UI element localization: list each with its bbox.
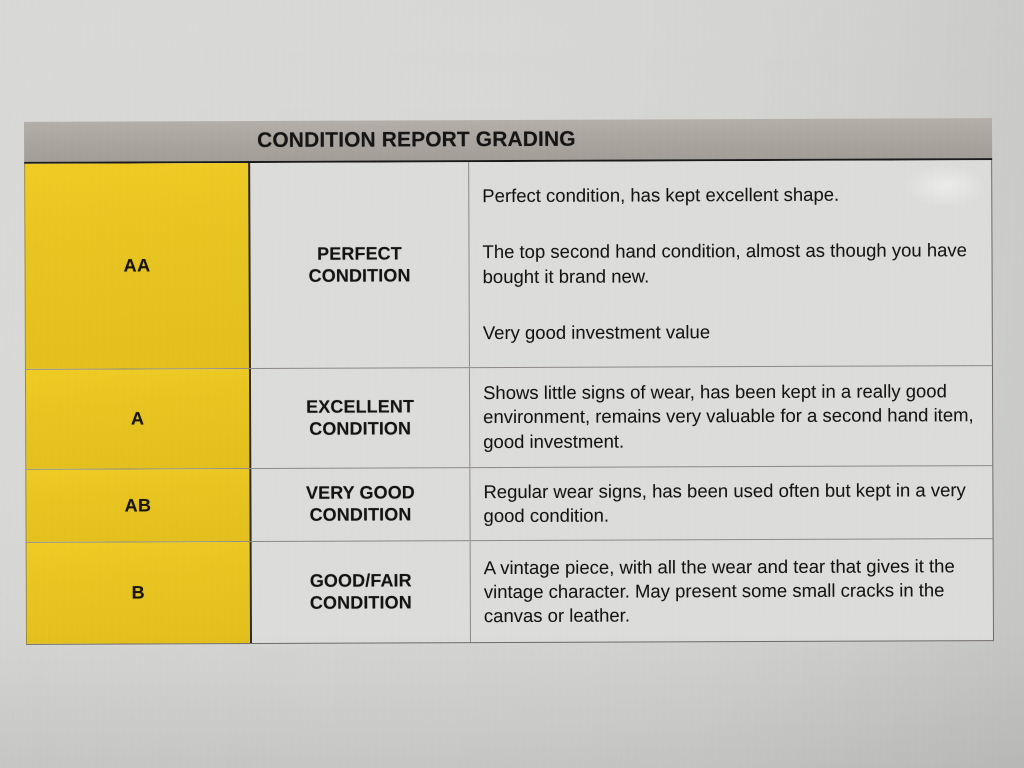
- grade-code-label: B: [131, 582, 146, 603]
- condition-report-grading-table: CONDITION REPORT GRADING AA PERFECT COND…: [23, 118, 995, 645]
- description-paragraph: The top second hand condition, almost as…: [482, 239, 967, 287]
- condition-name-line-1: GOOD/FAIR: [309, 570, 412, 591]
- grade-cell-a: A: [24, 368, 252, 469]
- table-body: AA PERFECT CONDITION Perfect condition, …: [24, 160, 995, 645]
- description-paragraph: Regular wear signs, has been used often …: [483, 479, 966, 527]
- condition-name-label: EXCELLENT CONDITION: [306, 396, 414, 440]
- grade-cell-ab: AB: [25, 468, 252, 542]
- condition-name-label: VERY GOOD CONDITION: [306, 482, 415, 526]
- grade-code-label: A: [130, 408, 145, 429]
- condition-name-line-1: EXCELLENT: [306, 395, 415, 417]
- description-cell-a: Shows little signs of wear, has been kep…: [470, 366, 992, 467]
- condition-name-line-2: CONDITION: [308, 264, 411, 286]
- grade-code-label: AB: [124, 494, 152, 516]
- page-title: CONDITION REPORT GRADING: [257, 127, 576, 152]
- description-paragraph: A vintage piece, with all the wear and t…: [483, 554, 955, 626]
- description-paragraph: Perfect condition, has kept excellent sh…: [482, 184, 840, 207]
- condition-name-label: GOOD/FAIR CONDITION: [310, 570, 412, 614]
- description-cell-aa: Perfect condition, has kept excellent sh…: [469, 160, 992, 367]
- grade-cell-aa: AA: [24, 162, 251, 369]
- table-header-band: CONDITION REPORT GRADING: [23, 118, 993, 164]
- condition-name-cell-a: EXCELLENT CONDITION: [250, 368, 471, 468]
- table-row: A EXCELLENT CONDITION Shows little signs…: [24, 366, 993, 470]
- condition-name-line-1: VERY GOOD: [305, 482, 415, 503]
- grade-cell-b: B: [25, 542, 253, 644]
- description-paragraph: Very good investment value: [482, 320, 711, 343]
- condition-name-label: PERFECT CONDITION: [309, 243, 411, 287]
- grade-code-label: AA: [123, 255, 151, 276]
- condition-name-cell-ab: VERY GOOD CONDITION: [251, 468, 471, 542]
- condition-name-line-1: PERFECT: [317, 242, 402, 264]
- condition-name-cell-aa: PERFECT CONDITION: [250, 162, 470, 368]
- description-cell-ab: Regular wear signs, has been used often …: [470, 466, 992, 540]
- condition-name-line-2: CONDITION: [309, 591, 412, 613]
- description-cell-b: A vintage piece, with all the wear and t…: [471, 539, 993, 642]
- condition-name-cell-b: GOOD/FAIR CONDITION: [251, 541, 472, 644]
- table-row: AA PERFECT CONDITION Perfect condition, …: [24, 160, 992, 370]
- table-row: B GOOD/FAIR CONDITION A vintage piece, w…: [25, 539, 993, 644]
- header-left-spacer: [24, 141, 257, 142]
- condition-name-line-2: CONDITION: [309, 417, 412, 439]
- condition-name-line-2: CONDITION: [309, 504, 412, 525]
- description-paragraph: Shows little signs of wear, has been kep…: [483, 380, 974, 452]
- table-row: AB VERY GOOD CONDITION Regular wear sign…: [25, 466, 993, 543]
